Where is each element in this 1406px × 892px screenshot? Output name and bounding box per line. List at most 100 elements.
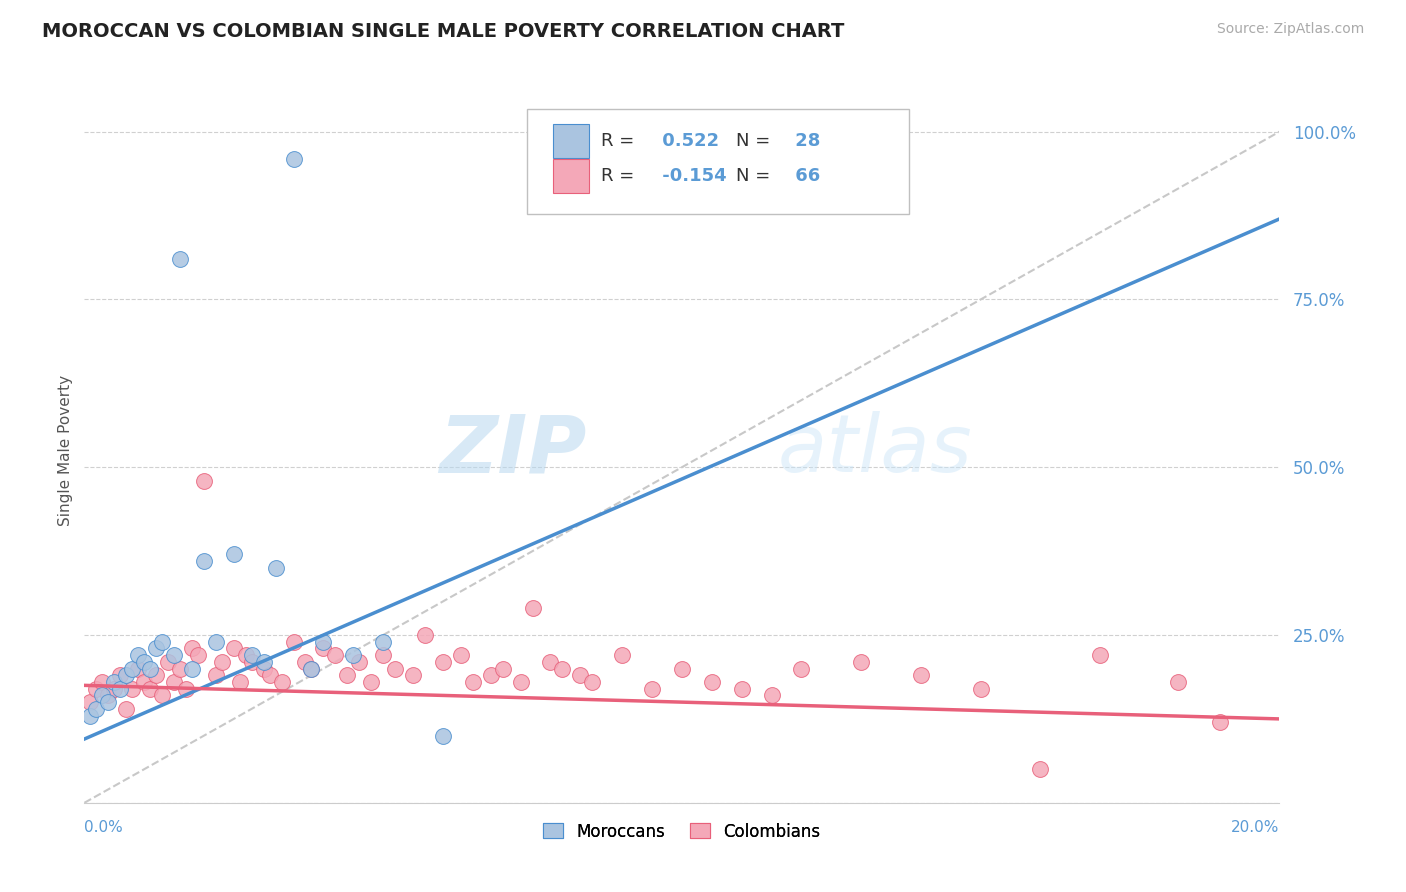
Point xyxy=(139,681,162,696)
Point xyxy=(432,655,454,669)
Point xyxy=(86,681,108,696)
Point xyxy=(132,655,156,669)
Point xyxy=(169,252,191,267)
Point xyxy=(193,474,215,488)
Point xyxy=(205,668,228,682)
Point xyxy=(970,681,993,696)
Point xyxy=(79,708,101,723)
Point xyxy=(222,548,245,562)
Point xyxy=(373,634,395,648)
Text: ZIP: ZIP xyxy=(439,411,586,490)
Point xyxy=(86,702,108,716)
Text: N =: N = xyxy=(735,168,770,186)
Point xyxy=(228,675,252,690)
Point xyxy=(540,655,562,669)
Point xyxy=(145,641,167,656)
Point xyxy=(79,695,101,709)
Point xyxy=(205,634,228,648)
Point xyxy=(145,668,167,682)
Point xyxy=(325,648,347,662)
Text: 20.0%: 20.0% xyxy=(1232,821,1279,836)
Point xyxy=(612,648,634,662)
Text: MOROCCAN VS COLOMBIAN SINGLE MALE POVERTY CORRELATION CHART: MOROCCAN VS COLOMBIAN SINGLE MALE POVERT… xyxy=(42,22,845,41)
Point xyxy=(283,634,305,648)
Point xyxy=(312,641,335,656)
Point xyxy=(91,675,114,690)
Point xyxy=(270,675,292,690)
Point xyxy=(569,668,592,682)
Point xyxy=(1090,648,1112,662)
Point xyxy=(1167,675,1189,690)
FancyBboxPatch shape xyxy=(553,124,589,158)
Point xyxy=(671,662,693,676)
Text: 0.522: 0.522 xyxy=(655,132,718,150)
Point xyxy=(790,662,813,676)
Point xyxy=(641,681,664,696)
Point xyxy=(240,648,263,662)
Point xyxy=(187,648,209,662)
Point xyxy=(731,681,754,696)
Point xyxy=(522,601,544,615)
Point xyxy=(342,648,364,662)
Text: R =: R = xyxy=(600,168,634,186)
Point xyxy=(181,641,204,656)
Point xyxy=(174,681,197,696)
Point xyxy=(127,662,149,676)
Point xyxy=(413,628,436,642)
Text: 66: 66 xyxy=(790,168,821,186)
Point xyxy=(253,662,276,676)
Point xyxy=(110,668,132,682)
Point xyxy=(97,689,120,703)
Y-axis label: Single Male Poverty: Single Male Poverty xyxy=(58,375,73,526)
Legend: Moroccans, Colombians: Moroccans, Colombians xyxy=(537,816,827,847)
Point xyxy=(121,662,143,676)
Text: Source: ZipAtlas.com: Source: ZipAtlas.com xyxy=(1216,22,1364,37)
Point xyxy=(492,662,515,676)
FancyBboxPatch shape xyxy=(553,160,589,194)
Point xyxy=(283,152,305,166)
Point xyxy=(402,668,425,682)
Point xyxy=(110,681,132,696)
Point xyxy=(336,668,359,682)
Point xyxy=(373,648,395,662)
Point xyxy=(103,681,125,696)
Point xyxy=(163,648,186,662)
Text: 28: 28 xyxy=(790,132,821,150)
Point xyxy=(509,675,531,690)
Point xyxy=(193,554,215,568)
Text: N =: N = xyxy=(735,132,770,150)
Text: 0.0%: 0.0% xyxy=(84,821,124,836)
FancyBboxPatch shape xyxy=(527,109,910,214)
Point xyxy=(139,662,162,676)
Point xyxy=(150,689,173,703)
Point xyxy=(211,655,233,669)
Point xyxy=(150,634,173,648)
Text: R =: R = xyxy=(600,132,634,150)
Point xyxy=(1029,762,1052,776)
Point xyxy=(312,634,335,648)
Point xyxy=(450,648,472,662)
Point xyxy=(235,648,257,662)
Point xyxy=(851,655,873,669)
Point xyxy=(103,675,125,690)
Point xyxy=(461,675,484,690)
Point xyxy=(157,655,180,669)
Point xyxy=(1209,715,1232,730)
Point xyxy=(115,702,138,716)
Text: atlas: atlas xyxy=(778,411,973,490)
Point xyxy=(259,668,281,682)
Point xyxy=(360,675,382,690)
Point xyxy=(432,729,454,743)
Text: -0.154: -0.154 xyxy=(655,168,727,186)
Point xyxy=(240,655,263,669)
Point xyxy=(301,662,323,676)
Point xyxy=(384,662,406,676)
Point xyxy=(551,662,574,676)
Point xyxy=(253,655,276,669)
Point xyxy=(700,675,723,690)
Point xyxy=(115,668,138,682)
Point xyxy=(169,662,191,676)
Point xyxy=(479,668,502,682)
Point xyxy=(132,675,156,690)
Point xyxy=(91,689,114,703)
